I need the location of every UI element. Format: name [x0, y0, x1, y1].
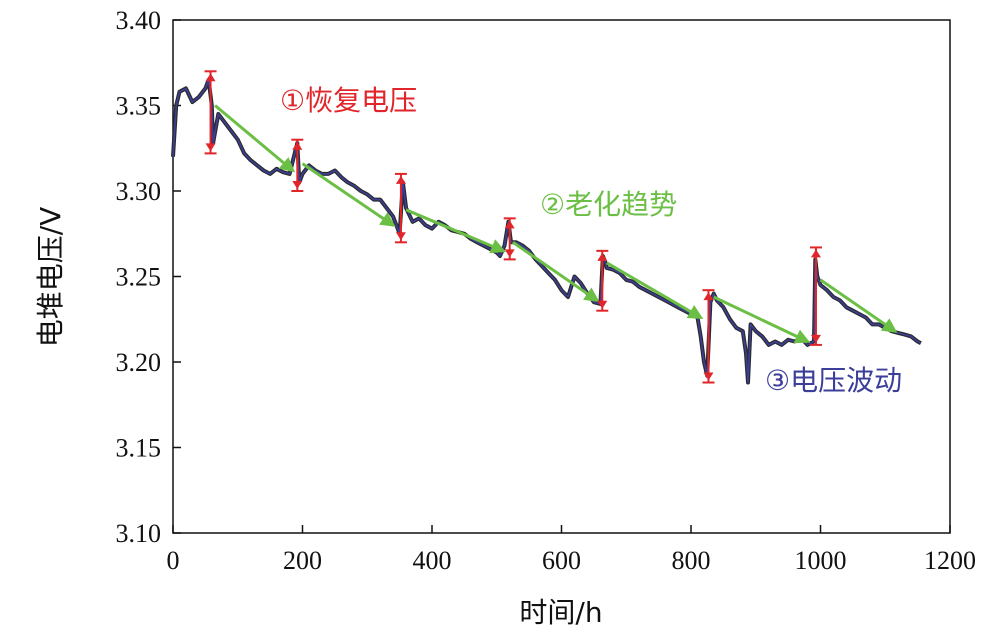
y-tick-label: 3.10 — [116, 519, 162, 548]
y-axis-title: 电堆电压/V — [34, 207, 67, 348]
y-tick-label: 3.20 — [116, 348, 162, 377]
recovery-marker-head — [504, 249, 515, 258]
y-tick-label: 3.35 — [116, 92, 162, 121]
x-tick-label: 800 — [672, 546, 711, 575]
recovery-marker-head — [810, 249, 821, 258]
recovery-marker-layer — [204, 70, 822, 384]
trend-layer — [214, 104, 898, 344]
recovery-marker — [503, 217, 516, 261]
recovery-marker-head — [810, 334, 821, 343]
x-tick-label: 0 — [167, 546, 180, 575]
trend-arrow — [301, 162, 396, 227]
x-tick-label: 200 — [283, 546, 322, 575]
recovery-marker-head — [597, 300, 608, 309]
recovery-marker-head — [597, 252, 608, 261]
x-tick-label: 600 — [542, 546, 581, 575]
trend-arrow — [819, 278, 898, 333]
voltage-fluctuation-line — [172, 79, 922, 384]
trend-arrow — [405, 208, 506, 254]
x-axis: 0 200 400 600 800 1000 1200 — [167, 525, 976, 575]
recovery-marker-head — [703, 372, 714, 381]
recovery-marker — [702, 289, 715, 384]
recovery-marker — [596, 249, 609, 312]
trend-arrow — [214, 104, 296, 173]
x-tick-label: 1000 — [795, 546, 847, 575]
y-axis: 3.10 3.15 3.20 3.25 3.30 3.35 3.40 — [116, 6, 181, 548]
x-axis-title: 时间/h — [519, 596, 602, 629]
series-layer — [171, 77, 922, 385]
trend-arrow — [512, 241, 600, 303]
recovery-marker — [204, 70, 217, 155]
annotation-trend: ②老化趋势 — [540, 188, 677, 221]
y-tick-label: 3.25 — [116, 263, 162, 292]
trend-arrow — [713, 295, 811, 344]
x-tick-label: 1200 — [924, 546, 976, 575]
recovery-marker-head — [292, 141, 303, 150]
recovery-marker-head — [205, 73, 216, 82]
y-tick-label: 3.30 — [116, 177, 162, 206]
recovery-marker-head — [703, 292, 714, 301]
recovery-marker-head — [395, 175, 406, 184]
recovery-marker-head — [292, 181, 303, 189]
recovery-marker-head — [205, 143, 216, 152]
recovery-marker — [291, 138, 304, 192]
voltage-raw-line — [171, 77, 922, 385]
annotation-recovery: ①恢复电压 — [280, 84, 417, 117]
x-tick-label: 400 — [413, 546, 452, 575]
recovery-marker-head — [504, 220, 515, 229]
recovery-marker — [394, 172, 407, 244]
trend-arrow — [606, 261, 704, 320]
y-tick-label: 3.40 — [116, 6, 162, 35]
recovery-marker — [809, 246, 822, 346]
y-tick-label: 3.15 — [116, 434, 162, 463]
recovery-marker-head — [395, 232, 406, 241]
annotation-fluctuation: ③电压波动 — [765, 364, 902, 397]
